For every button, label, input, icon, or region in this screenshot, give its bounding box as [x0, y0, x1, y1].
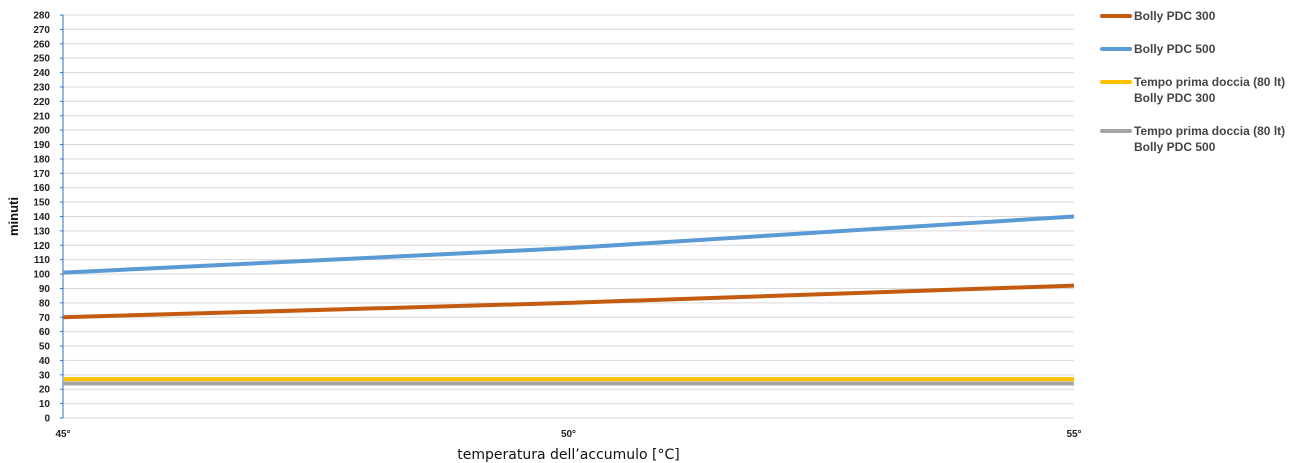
y-tick-label: 0 — [44, 414, 50, 425]
y-tick-label: 250 — [33, 54, 50, 65]
y-tick-label: 140 — [33, 212, 50, 223]
series-line-0 — [62, 283, 1075, 320]
x-tick-label: 50° — [561, 429, 576, 440]
legend-swatch-bolly-pdc-500 — [1100, 47, 1132, 51]
legend-item-bolly-pdc-500: Bolly PDC 500 — [1100, 41, 1295, 57]
y-tick-label: 190 — [33, 140, 50, 151]
y-tick-label: 220 — [33, 97, 50, 108]
y-tick-label: 200 — [33, 126, 50, 137]
legend-label-first-shower-500-line2: Bolly PDC 500 — [1134, 140, 1216, 154]
x-axis-title: temperatura dell’accumulo [°C] — [457, 447, 679, 463]
y-tick-label: 40 — [39, 356, 51, 367]
y-tick-label: 110 — [34, 255, 51, 266]
y-tick-label: 270 — [33, 25, 50, 36]
y-tick-label: 80 — [39, 298, 51, 309]
gridlines — [63, 14, 1074, 419]
y-tick-label: 70 — [39, 313, 51, 324]
y-tick-label: 160 — [33, 183, 50, 194]
y-tick-label: 50 — [39, 342, 51, 353]
y-tick-label: 120 — [33, 241, 50, 252]
y-tick-label: 260 — [33, 39, 50, 50]
legend-swatch-first-shower-500 — [1100, 129, 1132, 133]
y-tick-label: 240 — [33, 68, 50, 79]
y-tick-label: 230 — [33, 82, 50, 93]
y-tick-label: 100 — [33, 270, 50, 281]
x-axis-ticks: 45° 50° 55° — [55, 429, 1081, 440]
y-tick-label: 180 — [33, 154, 50, 165]
legend-label-first-shower-500-line1: Tempo prima doccia (80 lt) — [1134, 124, 1286, 138]
y-tick-label: 210 — [33, 111, 50, 122]
x-tick-label: 45° — [55, 429, 70, 440]
legend-item-first-shower-500: Tempo prima doccia (80 lt) Bolly PDC 500 — [1100, 123, 1295, 155]
y-tick-label: 130 — [33, 226, 50, 237]
series-line-1 — [62, 214, 1075, 275]
series-lines — [62, 214, 1075, 386]
y-tick-label: 20 — [39, 385, 51, 396]
legend-label-first-shower-300-line1: Tempo prima doccia (80 lt) — [1134, 75, 1286, 89]
y-tick-label: 280 — [33, 11, 50, 22]
y-tick-label: 90 — [39, 284, 51, 295]
y-tick-label: 150 — [33, 198, 50, 209]
y-axis-title: minuti — [6, 197, 21, 236]
x-tick-label: 55° — [1066, 429, 1081, 440]
legend-item-bolly-pdc-300: Bolly PDC 300 — [1100, 8, 1295, 24]
legend-label-bolly-pdc-300: Bolly PDC 300 — [1134, 9, 1216, 23]
y-axis-ticks: 0 10 20 30 40 50 60 70 80 90 100 110 120 130 140 150 160… — [33, 11, 63, 425]
legend-label-first-shower-300-line2: Bolly PDC 300 — [1134, 91, 1216, 105]
y-tick-label: 170 — [33, 169, 50, 180]
chart-legend: Bolly PDC 300 Bolly PDC 500 Tempo prima … — [1100, 8, 1295, 172]
legend-item-first-shower-300: Tempo prima doccia (80 lt) Bolly PDC 300 — [1100, 74, 1295, 106]
legend-swatch-bolly-pdc-300 — [1100, 14, 1132, 18]
legend-swatch-first-shower-300 — [1100, 80, 1132, 84]
y-tick-label: 30 — [39, 370, 51, 381]
y-tick-label: 10 — [39, 399, 51, 410]
y-tick-label: 60 — [39, 327, 51, 338]
legend-label-bolly-pdc-500: Bolly PDC 500 — [1134, 42, 1216, 56]
